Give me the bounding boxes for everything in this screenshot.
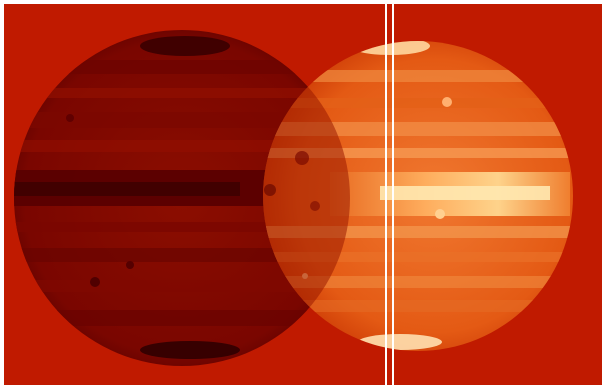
left-south-polar-spot bbox=[140, 341, 240, 359]
left-dark-spot bbox=[66, 114, 74, 122]
left-band bbox=[14, 182, 240, 196]
right-band bbox=[263, 276, 573, 288]
overlap-spot bbox=[295, 151, 309, 165]
overlap-spot bbox=[310, 201, 320, 211]
right-band bbox=[263, 98, 573, 108]
right-planet bbox=[263, 41, 573, 351]
left-band bbox=[14, 140, 350, 152]
divider-line-left bbox=[385, 4, 387, 385]
left-band bbox=[14, 222, 350, 232]
left-planet-bands bbox=[14, 36, 350, 359]
left-band bbox=[14, 88, 350, 98]
right-band bbox=[263, 148, 573, 158]
right-planet-bands bbox=[263, 41, 573, 350]
divider-line-right bbox=[392, 4, 394, 385]
left-band bbox=[14, 60, 350, 74]
overlap-spot bbox=[264, 184, 276, 196]
right-band bbox=[263, 70, 573, 82]
right-band bbox=[263, 252, 573, 262]
right-bright-spot bbox=[442, 97, 452, 107]
left-dark-spot bbox=[126, 261, 134, 269]
right-south-polar-glow bbox=[358, 334, 442, 350]
right-bright-spot bbox=[435, 209, 445, 219]
left-band bbox=[14, 112, 350, 128]
right-band-core bbox=[380, 186, 550, 200]
left-band bbox=[14, 310, 350, 326]
right-band bbox=[263, 300, 573, 312]
left-north-polar-spot bbox=[140, 36, 230, 56]
left-dark-spot bbox=[90, 277, 100, 287]
right-band bbox=[263, 122, 573, 136]
left-planet bbox=[14, 30, 350, 366]
left-band bbox=[14, 248, 350, 262]
